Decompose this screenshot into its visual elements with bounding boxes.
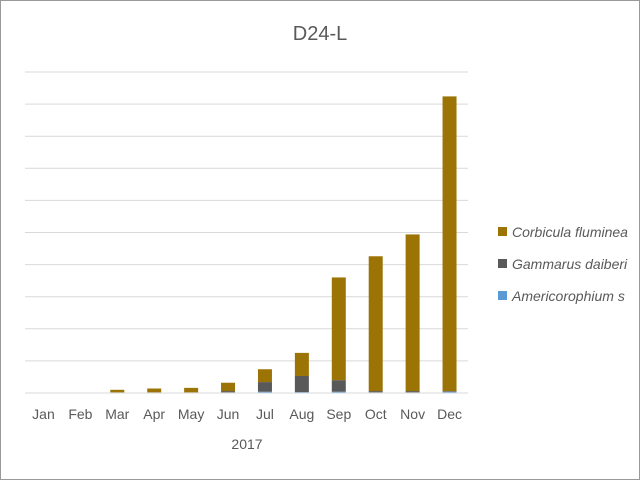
legend-label-corbicula-fluminea: Corbicula fluminea: [512, 224, 628, 240]
bar-jul-americorophium-s: [257, 391, 272, 393]
bar-dec-corbicula-fluminea: [442, 96, 457, 392]
x-tick-label-nov: Nov: [400, 406, 425, 422]
bar-sep-corbicula-fluminea: [331, 277, 346, 381]
bar-dec-gammarus-daiberi: [442, 391, 457, 392]
bar-mar-corbicula-fluminea: [110, 389, 125, 393]
x-group-label: 2017: [231, 436, 262, 452]
bar-dec-americorophium-s: [442, 391, 457, 393]
legend-label-americorophium-s: Americorophium s: [511, 288, 625, 304]
bar-nov-gammarus-daiberi: [405, 391, 420, 393]
bar-oct-gammarus-daiberi: [368, 391, 383, 393]
x-tick-label-aug: Aug: [289, 406, 314, 422]
bar-nov-corbicula-fluminea: [405, 234, 420, 392]
x-tick-label-may: May: [178, 406, 204, 422]
x-tick-label-apr: Apr: [143, 406, 165, 422]
bar-aug-gammarus-daiberi: [294, 375, 309, 393]
chart-title: D24-L: [293, 23, 347, 45]
bar-jun-gammarus-daiberi: [221, 391, 236, 393]
legend-swatch-gammarus-daiberi: [498, 259, 507, 268]
x-tick-label-mar: Mar: [105, 406, 129, 422]
bar-oct-corbicula-fluminea: [368, 256, 383, 392]
bar-jun-corbicula-fluminea: [221, 382, 236, 392]
legend-swatch-corbicula-fluminea: [498, 227, 507, 236]
bar-jul-corbicula-fluminea: [257, 369, 272, 383]
x-tick-label-feb: Feb: [68, 406, 92, 422]
x-tick-label-sep: Sep: [326, 406, 351, 422]
bar-apr-corbicula-fluminea: [147, 388, 162, 393]
legend: Corbicula fluminea Gammarus daiberi Americ…: [498, 224, 628, 304]
bar-sep-gammarus-daiberi: [331, 380, 346, 392]
x-tick-label-oct: Oct: [365, 406, 387, 422]
x-tick-label-jan: Jan: [32, 406, 55, 422]
bars: [110, 96, 457, 394]
legend-label-gammarus-daiberi: Gammarus daiberi: [512, 256, 628, 272]
legend-swatch-americorophium-s: [498, 291, 507, 300]
bar-may-corbicula-fluminea: [184, 387, 199, 393]
bar-aug-corbicula-fluminea: [294, 352, 309, 376]
axes: Jan Feb Mar Apr May Jun Jul Aug Sep Oct Nov Dec: [25, 392, 468, 422]
bar-sep-americorophium-s: [331, 391, 346, 393]
grid-lines: [25, 71, 468, 362]
x-tick-label-jun: Jun: [217, 406, 240, 422]
bar-jul-gammarus-daiberi: [257, 382, 272, 392]
x-tick-label-jul: Jul: [256, 406, 274, 422]
x-tick-label-dec: Dec: [437, 406, 462, 422]
